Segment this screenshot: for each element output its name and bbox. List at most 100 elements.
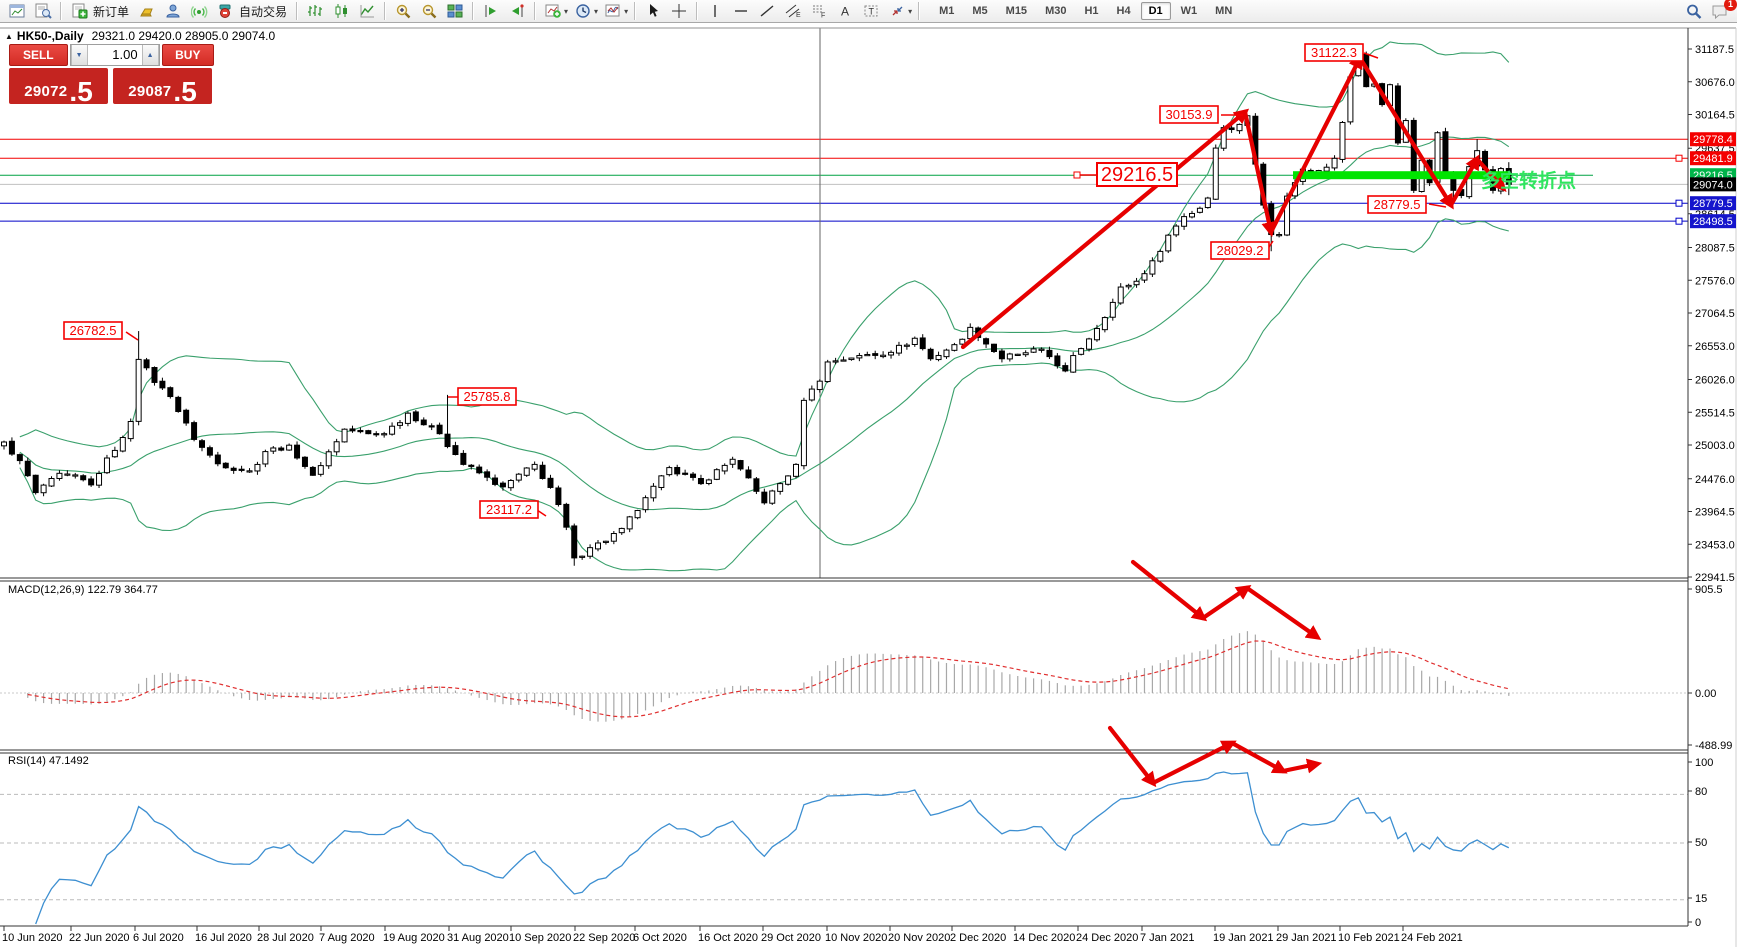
buy-price-main: 29087 xyxy=(128,83,172,100)
dropdown-caret-icon[interactable]: ▾ xyxy=(594,6,599,16)
price-axis: 31187.530676.030164.529637.528614.528087… xyxy=(1675,44,1736,584)
equidistant-channel-button[interactable]: E xyxy=(781,1,805,21)
autotrade-button[interactable] xyxy=(213,1,237,21)
horizontal-line-objects[interactable] xyxy=(0,28,1688,578)
timeframe-m30[interactable]: M30 xyxy=(1045,5,1067,17)
volume-decrease-button[interactable]: ▼ xyxy=(70,45,88,65)
svg-text:25514.5: 25514.5 xyxy=(1695,407,1735,419)
buy-price-display[interactable]: 29087.5 xyxy=(113,68,212,107)
trend-arrows-macd[interactable] xyxy=(1130,559,1322,641)
svg-text:6 Oct 2020: 6 Oct 2020 xyxy=(633,932,687,944)
volume-spinner: ▼ 1.00 ▲ xyxy=(69,44,160,66)
trendline-icon xyxy=(759,3,776,19)
svg-text:25785.8: 25785.8 xyxy=(464,389,511,404)
search-icon xyxy=(1685,3,1703,20)
templates-button[interactable] xyxy=(601,1,625,21)
svg-text:22 Sep 2020: 22 Sep 2020 xyxy=(573,932,635,944)
symbol-period-label: HK50-,Daily xyxy=(16,29,84,43)
new-order-label[interactable]: 新订单 xyxy=(93,4,130,19)
label-button[interactable]: T xyxy=(859,1,883,21)
sell-price-display[interactable]: 29072.5 xyxy=(9,68,108,106)
svg-text:16 Jul 2020: 16 Jul 2020 xyxy=(195,932,252,944)
svg-text:26026.0: 26026.0 xyxy=(1695,375,1735,387)
search-button[interactable] xyxy=(1682,1,1706,21)
svg-text:80: 80 xyxy=(1695,786,1707,798)
period-button[interactable] xyxy=(571,1,595,21)
signal-button[interactable] xyxy=(187,1,211,21)
crosshair-button[interactable] xyxy=(667,1,691,21)
svg-text:28 Jul 2020: 28 Jul 2020 xyxy=(257,932,314,944)
vline-button[interactable] xyxy=(703,1,727,21)
line-chart-button[interactable] xyxy=(355,1,379,21)
trendline-button[interactable] xyxy=(755,1,779,21)
collapse-chart-icon[interactable]: ▲ xyxy=(5,32,13,41)
price-annotation-labels[interactable]: 26782.5 25785.8 23117.2 30153.9 31122.3 28029… xyxy=(63,43,1447,519)
chart-shift-button[interactable] xyxy=(505,1,529,21)
svg-text:16 Oct 2020: 16 Oct 2020 xyxy=(698,932,758,944)
candlestick-button[interactable] xyxy=(329,1,353,21)
svg-text:T: T xyxy=(868,7,874,17)
timeframe-mn[interactable]: MN xyxy=(1215,5,1233,17)
profile-icon xyxy=(35,3,52,19)
autotrade-label[interactable]: 自动交易 xyxy=(239,4,288,19)
buy-button[interactable]: BUY xyxy=(161,44,214,66)
new-chart-button[interactable] xyxy=(5,1,29,21)
terminal-button[interactable] xyxy=(161,1,185,21)
equidistant-channel-icon: E xyxy=(785,3,802,19)
svg-text:28779.5: 28779.5 xyxy=(1693,198,1733,210)
auto-scroll-button[interactable] xyxy=(479,1,503,21)
bar-chart-icon xyxy=(307,3,324,19)
new-order-icon xyxy=(71,3,88,19)
toolbar-separator xyxy=(918,2,921,20)
gold-button[interactable] xyxy=(135,1,159,21)
svg-text:E: E xyxy=(796,12,801,19)
crosshair-icon xyxy=(671,3,688,19)
hline-button[interactable] xyxy=(729,1,753,21)
dropdown-caret-icon[interactable]: ▾ xyxy=(908,6,913,16)
trend-arrows-main[interactable] xyxy=(960,53,1507,350)
chart-shift-icon xyxy=(509,3,526,19)
timeframe-h4[interactable]: H4 xyxy=(1116,5,1131,17)
timeframe-d1[interactable]: D1 xyxy=(1140,2,1171,20)
cursor-button[interactable] xyxy=(641,1,665,21)
buy-price-frac: .5 xyxy=(173,76,197,107)
timeframe-h1[interactable]: H1 xyxy=(1084,5,1099,17)
svg-text:905.5: 905.5 xyxy=(1695,584,1723,596)
svg-text:23117.2: 23117.2 xyxy=(486,502,532,517)
arrows-icon xyxy=(889,3,906,19)
trend-arrows-rsi[interactable] xyxy=(1107,725,1323,788)
sell-button[interactable]: SELL xyxy=(9,44,68,66)
svg-text:A: A xyxy=(841,5,849,19)
autotrade-icon xyxy=(217,3,234,19)
new-order-button[interactable] xyxy=(67,1,91,21)
chat-badge: 1 xyxy=(1724,0,1737,11)
text-button[interactable]: A xyxy=(833,1,857,21)
timeframe-m5[interactable]: M5 xyxy=(972,5,988,17)
fibonacci-button[interactable]: F xyxy=(807,1,831,21)
timeframe-m15[interactable]: M15 xyxy=(1005,5,1028,17)
svg-text:30164.5: 30164.5 xyxy=(1695,110,1735,122)
one-click-trade-panel: SELL ▼ 1.00 ▲ BUY 29072.5 29087.5 xyxy=(9,44,214,107)
zoom-out-icon xyxy=(421,3,438,19)
dropdown-caret-icon[interactable]: ▾ xyxy=(624,6,629,16)
support-band-object[interactable] xyxy=(1293,171,1510,180)
zoom-in-button[interactable] xyxy=(391,1,415,21)
indicators-button[interactable] xyxy=(541,1,565,21)
tile-windows-button[interactable] xyxy=(443,1,467,21)
note-text[interactable]: 多空转折点 xyxy=(1481,169,1576,192)
volume-input[interactable]: 1.00 xyxy=(112,47,138,62)
line-chart-icon xyxy=(359,3,376,19)
arrows-button[interactable] xyxy=(885,1,909,21)
dropdown-caret-icon[interactable]: ▾ xyxy=(564,6,569,16)
timeframe-w1[interactable]: W1 xyxy=(1180,5,1198,17)
svg-text:7 Aug 2020: 7 Aug 2020 xyxy=(319,932,375,944)
volume-increase-button[interactable]: ▲ xyxy=(141,45,159,65)
profile-button[interactable] xyxy=(31,1,55,21)
chat-button[interactable]: 1 xyxy=(1708,0,1737,21)
timeframe-m1[interactable]: M1 xyxy=(939,5,955,17)
period-icon xyxy=(575,3,592,19)
bar-chart-button[interactable] xyxy=(303,1,327,21)
zoom-out-button[interactable] xyxy=(417,1,441,21)
svg-text:28779.5: 28779.5 xyxy=(1374,197,1421,212)
